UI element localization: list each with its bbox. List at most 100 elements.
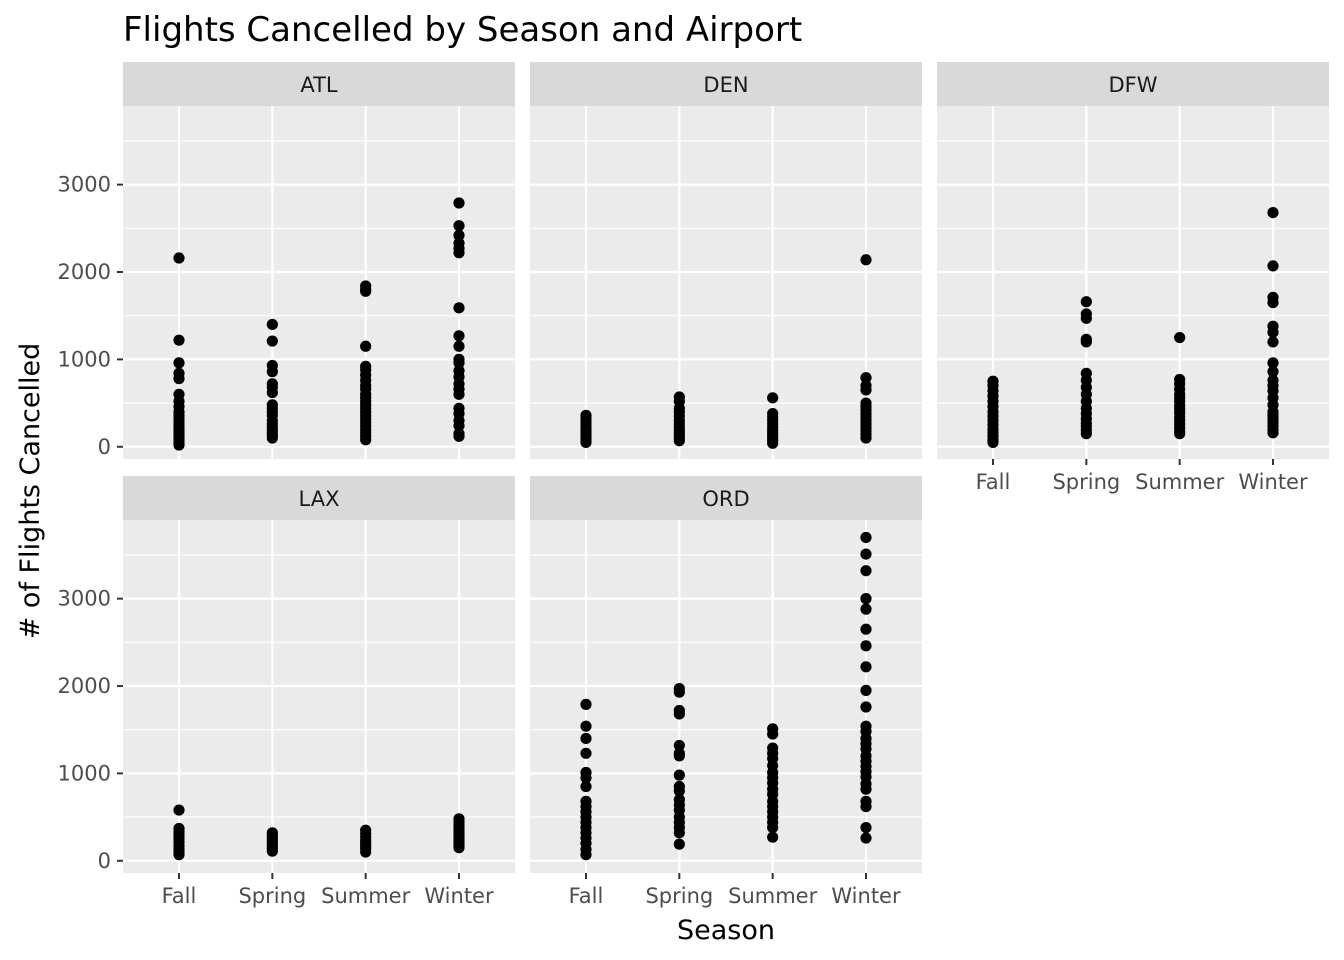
x-tick-label: Spring xyxy=(645,884,713,908)
data-point xyxy=(860,783,872,795)
facet-strip xyxy=(123,62,515,106)
data-point xyxy=(453,330,465,342)
data-point xyxy=(360,434,372,446)
facet-strip xyxy=(530,476,922,520)
data-point xyxy=(767,392,779,404)
data-point xyxy=(266,386,278,399)
facet-label: ATL xyxy=(300,73,338,97)
facet-panels: ATL 0 1000 2000 3000 DEN DFW Fall Spring Summer Wi… xyxy=(58,62,1329,908)
data-point xyxy=(173,357,185,369)
facet-strip xyxy=(937,62,1329,106)
data-point xyxy=(1267,336,1279,348)
data-point xyxy=(173,252,185,264)
data-point xyxy=(860,432,872,444)
data-point xyxy=(1080,428,1092,440)
data-point xyxy=(580,732,592,745)
facet-den: DEN xyxy=(530,62,922,459)
x-tick-label: Winter xyxy=(1238,470,1308,494)
data-point xyxy=(860,640,872,652)
data-point xyxy=(860,661,872,673)
data-point xyxy=(1267,357,1279,369)
x-tick-label: Summer xyxy=(728,884,817,908)
data-point xyxy=(767,831,779,843)
data-point xyxy=(673,435,685,447)
data-point xyxy=(266,335,278,347)
data-point xyxy=(580,698,592,710)
y-tick-label: 3000 xyxy=(58,173,111,197)
y-axis-title: # of Flights Cancelled xyxy=(15,343,46,640)
data-point xyxy=(1174,428,1186,440)
data-point xyxy=(173,334,185,346)
chart-title: Flights Cancelled by Season and Airport xyxy=(123,10,802,50)
data-point xyxy=(1174,331,1186,344)
data-point xyxy=(360,340,372,352)
data-point xyxy=(580,436,592,448)
data-point xyxy=(1080,336,1092,348)
data-point xyxy=(673,827,685,839)
data-point xyxy=(453,340,465,352)
data-point xyxy=(1080,296,1092,308)
facet-label: DEN xyxy=(703,73,748,97)
plot-panel xyxy=(530,520,922,873)
data-point xyxy=(1267,326,1279,338)
plot-panel xyxy=(530,106,922,459)
data-point xyxy=(860,254,872,266)
data-point xyxy=(266,366,278,378)
y-tick-label: 3000 xyxy=(58,587,111,611)
x-tick-label: Summer xyxy=(321,884,410,908)
data-point xyxy=(987,436,999,448)
data-point xyxy=(266,845,278,857)
data-point xyxy=(580,780,592,793)
y-tick-label: 0 xyxy=(98,435,111,459)
data-point xyxy=(453,247,465,259)
data-point xyxy=(1267,427,1279,439)
x-tick-label: Spring xyxy=(1052,470,1120,494)
y-tick-label: 0 xyxy=(98,849,111,873)
facet-dfw: DFW Fall Spring Summer Winter xyxy=(937,62,1329,494)
data-point xyxy=(860,593,872,605)
y-tick-label: 1000 xyxy=(58,347,111,371)
data-point xyxy=(360,285,372,297)
data-point xyxy=(860,384,872,396)
data-point xyxy=(673,708,685,720)
facet-strip xyxy=(123,476,515,520)
x-tick-label: Winter xyxy=(424,884,494,908)
data-point xyxy=(860,548,872,560)
facet-ord: ORD Fall Spring Summer Winter xyxy=(530,476,922,908)
data-point xyxy=(453,430,465,442)
data-point xyxy=(767,728,779,740)
data-point xyxy=(360,846,372,858)
data-point xyxy=(453,420,465,432)
x-tick-label: Spring xyxy=(238,884,306,908)
x-tick-label: Summer xyxy=(1135,470,1224,494)
data-point xyxy=(860,623,872,635)
facet-atl: ATL 0 1000 2000 3000 xyxy=(58,62,515,459)
data-point xyxy=(453,220,465,232)
data-point xyxy=(453,197,465,209)
data-point xyxy=(860,531,872,544)
data-point xyxy=(860,603,872,615)
facet-label: ORD xyxy=(702,487,749,511)
data-point xyxy=(1267,366,1279,378)
data-point xyxy=(860,800,872,813)
data-point xyxy=(173,804,185,816)
facet-lax: LAX 0 1000 2000 3000 Fall Spring Summer Winter xyxy=(58,476,515,908)
data-point xyxy=(860,372,872,384)
x-tick-label: Fall xyxy=(976,470,1011,494)
data-point xyxy=(673,739,685,752)
plot-panel xyxy=(123,106,515,459)
data-point xyxy=(453,302,465,314)
data-point xyxy=(266,318,278,331)
facet-label: LAX xyxy=(299,487,340,511)
data-point xyxy=(860,684,872,696)
data-point xyxy=(173,849,185,861)
data-point xyxy=(673,785,685,797)
data-point xyxy=(1267,206,1279,219)
data-point xyxy=(673,686,685,698)
data-point xyxy=(673,769,685,781)
data-point xyxy=(860,701,872,713)
data-point xyxy=(453,357,465,369)
plot-panel xyxy=(123,520,515,873)
data-point xyxy=(580,849,592,861)
